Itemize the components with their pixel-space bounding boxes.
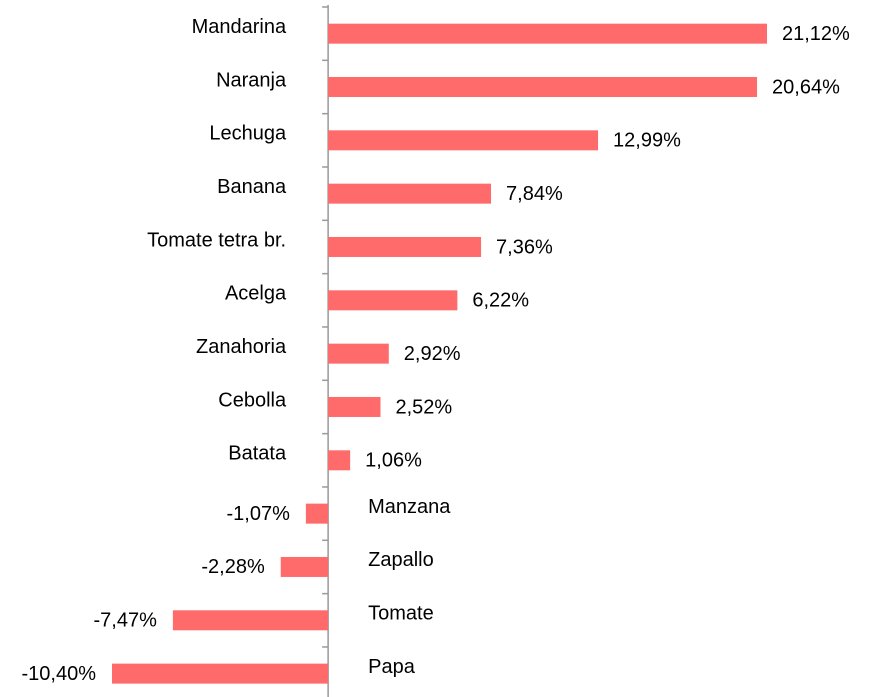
bar [280,556,329,577]
value-label: 7,84% [506,183,563,205]
bar [328,396,381,417]
category-label: Papa [368,656,416,678]
bar [328,76,758,97]
category-label: Batata [228,443,287,465]
category-label: Manzana [368,496,451,518]
value-label: 6,22% [472,290,529,312]
category-label: Acelga [225,283,287,305]
bar [328,450,351,471]
value-label: 2,52% [395,396,452,418]
bar [328,290,458,311]
value-label: 12,99% [613,130,681,152]
category-label: Cebolla [218,389,287,411]
bar [305,503,329,524]
bar [112,663,329,684]
category-label: Banana [217,176,287,198]
bar [328,183,492,204]
bar [328,343,389,364]
value-label: -2,28% [201,556,265,578]
category-label: Zapallo [368,549,434,571]
value-label: 20,64% [772,76,840,98]
bar [328,23,767,44]
category-label: Zanahoria [196,336,287,358]
value-label: 21,12% [782,23,850,45]
bar [328,236,482,257]
value-label: -1,07% [227,503,291,525]
bar [172,610,329,631]
category-label: Tomate tetra br. [147,229,286,251]
category-label: Tomate [368,603,434,625]
value-label: 2,92% [404,343,461,365]
bar [328,130,599,151]
value-label: -10,40% [22,663,97,685]
category-label: Naranja [216,69,287,91]
category-label: Lechuga [209,123,287,145]
value-label: -7,47% [94,610,158,632]
value-label: 1,06% [365,450,422,472]
category-label: Mandarina [192,16,287,38]
value-label: 7,36% [496,236,553,258]
